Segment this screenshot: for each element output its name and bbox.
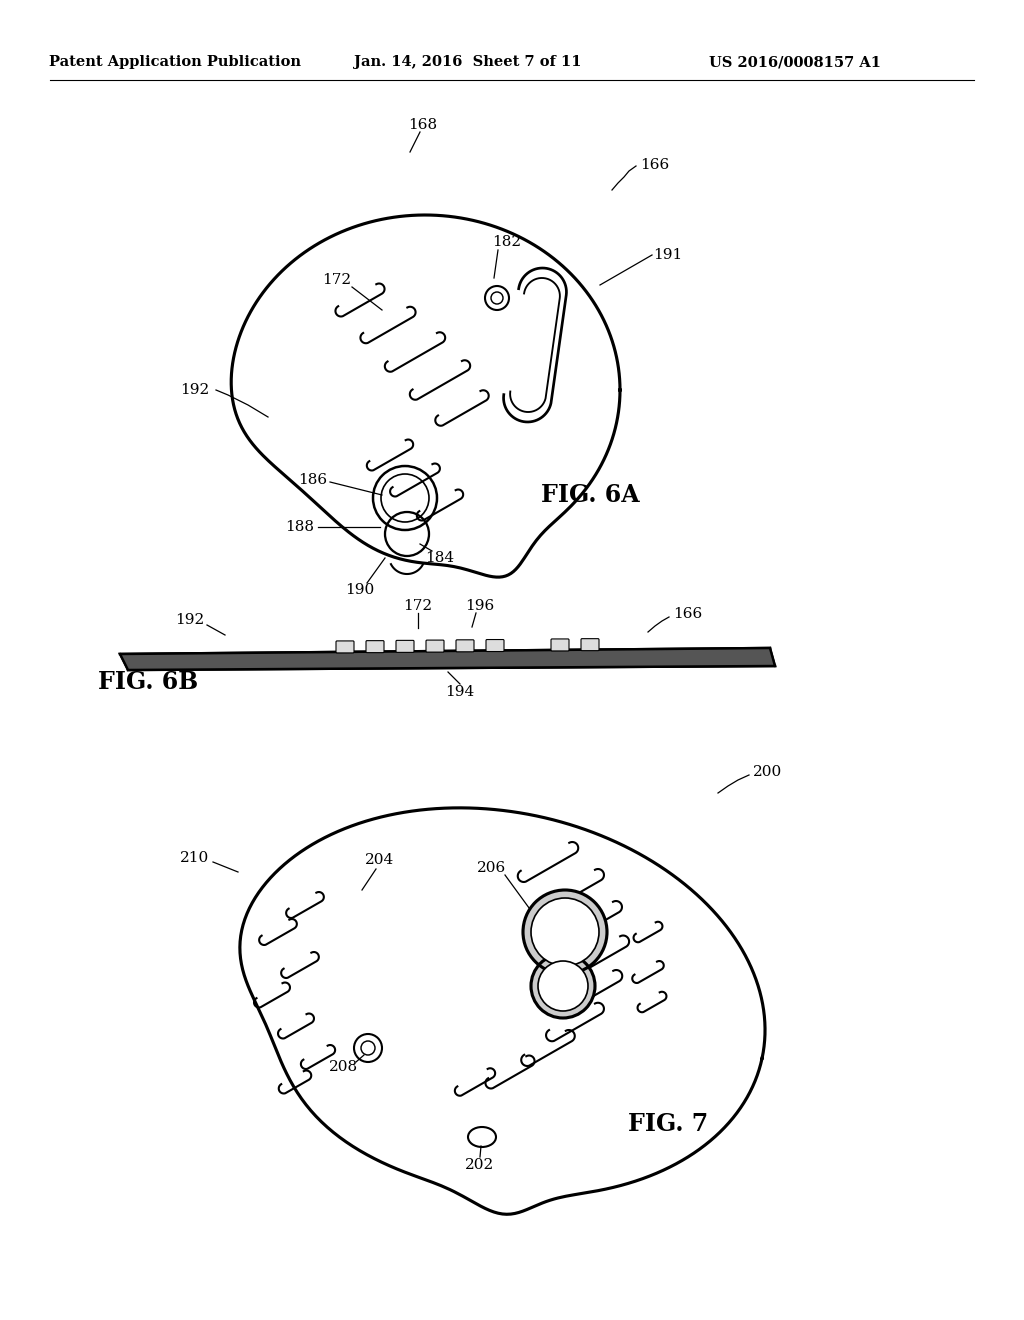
Circle shape — [523, 890, 607, 974]
Text: 172: 172 — [323, 273, 351, 286]
FancyBboxPatch shape — [366, 640, 384, 652]
Circle shape — [531, 954, 595, 1018]
Text: 184: 184 — [425, 550, 455, 565]
FancyBboxPatch shape — [486, 639, 504, 652]
Text: 188: 188 — [286, 520, 314, 535]
Text: 200: 200 — [754, 766, 782, 779]
Text: 204: 204 — [366, 853, 394, 867]
FancyBboxPatch shape — [426, 640, 444, 652]
Text: FIG. 6A: FIG. 6A — [541, 483, 639, 507]
Text: Jan. 14, 2016  Sheet 7 of 11: Jan. 14, 2016 Sheet 7 of 11 — [354, 55, 582, 69]
Text: 186: 186 — [298, 473, 328, 487]
Text: FIG. 6B: FIG. 6B — [98, 671, 198, 694]
Text: 190: 190 — [345, 583, 375, 597]
Polygon shape — [120, 648, 775, 671]
Circle shape — [538, 961, 588, 1011]
Text: 210: 210 — [180, 851, 210, 865]
FancyBboxPatch shape — [581, 639, 599, 651]
FancyBboxPatch shape — [336, 642, 354, 653]
Text: 192: 192 — [175, 612, 205, 627]
Text: 202: 202 — [465, 1158, 495, 1172]
Text: 206: 206 — [477, 861, 507, 875]
Text: US 2016/0008157 A1: US 2016/0008157 A1 — [709, 55, 881, 69]
FancyBboxPatch shape — [456, 640, 474, 652]
Text: 192: 192 — [180, 383, 210, 397]
Text: 166: 166 — [674, 607, 702, 620]
Text: FIG. 7: FIG. 7 — [628, 1111, 709, 1137]
Text: 196: 196 — [465, 599, 495, 612]
Text: Patent Application Publication: Patent Application Publication — [49, 55, 301, 69]
Text: 182: 182 — [493, 235, 521, 249]
Text: 191: 191 — [653, 248, 683, 261]
Text: 172: 172 — [403, 599, 432, 612]
Circle shape — [531, 898, 599, 966]
Text: 194: 194 — [445, 685, 475, 700]
Text: 208: 208 — [329, 1060, 357, 1074]
Text: 168: 168 — [409, 117, 437, 132]
FancyBboxPatch shape — [396, 640, 414, 652]
Text: 166: 166 — [640, 158, 670, 172]
FancyBboxPatch shape — [551, 639, 569, 651]
